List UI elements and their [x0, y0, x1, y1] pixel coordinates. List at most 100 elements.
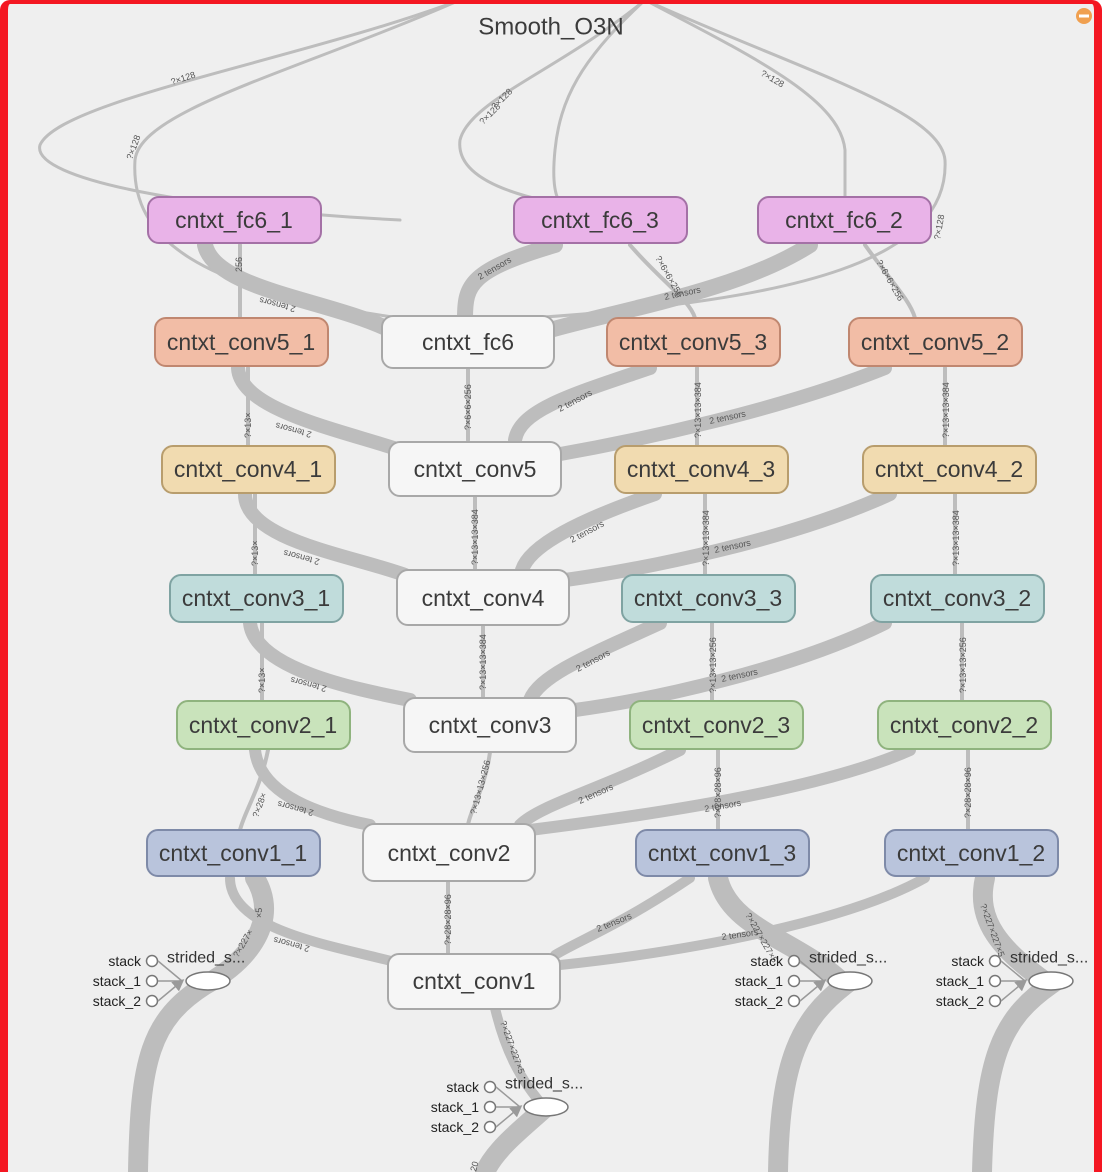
- port-dot[interactable]: [787, 974, 801, 988]
- port-label-stack_1: stack_1: [93, 973, 141, 989]
- node-cntxt_conv1_2[interactable]: cntxt_conv1_2: [884, 829, 1059, 877]
- node-cntxt_conv4_1[interactable]: cntxt_conv4_1: [161, 445, 336, 494]
- edge-strided-1: [128, 868, 275, 1172]
- node-label: cntxt_fc6_2: [785, 207, 903, 233]
- node-cntxt_conv1_1[interactable]: cntxt_conv1_1: [146, 829, 321, 877]
- edge-label: ?×13×13×384: [951, 510, 961, 566]
- node-cntxt_conv2[interactable]: cntxt_conv2: [362, 823, 536, 882]
- node-cntxt_conv3_2[interactable]: cntxt_conv3_2: [870, 574, 1045, 623]
- node-label: cntxt_conv5_1: [167, 329, 315, 355]
- node-cntxt_conv5_2[interactable]: cntxt_conv5_2: [848, 317, 1023, 367]
- port-dot[interactable]: [787, 954, 801, 968]
- node-cntxt_conv1_3[interactable]: cntxt_conv1_3: [635, 829, 810, 877]
- node-label: cntxt_conv3: [429, 712, 552, 738]
- port-label-stack_1: stack_1: [431, 1099, 479, 1115]
- node-cntxt_conv2_1[interactable]: cntxt_conv2_1: [176, 700, 351, 750]
- edge-label: ?×13×: [243, 412, 253, 438]
- node-label: cntxt_conv3_2: [883, 585, 1031, 611]
- node-cntxt_conv4[interactable]: cntxt_conv4: [396, 569, 570, 626]
- nodes: cntxt_fc6_1 cntxt_fc6_3 cntxt_fc6_2 cntx…: [146, 196, 1059, 1010]
- edge-label: 20: [468, 1160, 480, 1172]
- node-cntxt_conv2_3[interactable]: cntxt_conv2_3: [629, 700, 804, 750]
- strided-group-3[interactable]: stack stack_1 stack_2 strided_s...: [936, 950, 1089, 1010]
- edge-top-5: [649, 4, 847, 202]
- node-label: cntxt_conv1_2: [897, 840, 1045, 866]
- node-label: cntxt_conv1_3: [648, 840, 796, 866]
- port-label-stack_2: stack_2: [431, 1119, 479, 1135]
- port-dot[interactable]: [145, 954, 159, 968]
- minus-circle-icon[interactable]: [1076, 8, 1092, 24]
- port-dot[interactable]: [988, 994, 1002, 1008]
- node-label: cntxt_conv2_3: [642, 712, 790, 738]
- node-cntxt_fc6_2[interactable]: cntxt_fc6_2: [757, 196, 932, 244]
- edge-label: ?×13×: [257, 667, 267, 693]
- edge-conv4_1-conv4: [238, 487, 412, 582]
- edge-conv2_3-conv2: [514, 744, 686, 831]
- edge-label: 256: [234, 257, 244, 272]
- node-label: cntxt_conv2_2: [890, 712, 1038, 738]
- graph-svg: ?×128 ?×128 ?×128 ?×128 ?×128 ?×128 2 te…: [38, 4, 1092, 1172]
- edge-label: ?×6×6×256: [463, 384, 473, 430]
- node-label: cntxt_conv3_3: [634, 585, 782, 611]
- node-cntxt_conv2_2[interactable]: cntxt_conv2_2: [877, 700, 1052, 750]
- node-cntxt_conv1[interactable]: cntxt_conv1: [387, 953, 561, 1010]
- strided-slice-op[interactable]: [1028, 971, 1074, 991]
- node-label: cntxt_conv1: [413, 968, 536, 994]
- port-dot[interactable]: [483, 1100, 497, 1114]
- strided-group-4[interactable]: stack stack_1 stack_2 strided_s...: [431, 1076, 584, 1136]
- strided-slice-op[interactable]: [185, 971, 231, 991]
- node-label: cntxt_conv4_2: [875, 456, 1023, 482]
- node-cntxt_conv5_3[interactable]: cntxt_conv5_3: [606, 317, 781, 367]
- port-label-stack_2: stack_2: [936, 993, 984, 1009]
- port-dot[interactable]: [787, 994, 801, 1008]
- node-cntxt_fc6_3[interactable]: cntxt_fc6_3: [513, 196, 688, 244]
- node-label: cntxt_conv2_1: [189, 712, 337, 738]
- node-cntxt_fc6[interactable]: cntxt_fc6: [381, 315, 555, 369]
- strided-group-1[interactable]: stack stack_1 stack_2 strided_s...: [93, 950, 246, 1010]
- edge-label: ?×128: [932, 214, 946, 241]
- node-label: cntxt_conv1_1: [159, 840, 307, 866]
- node-label: cntxt_conv4_1: [174, 456, 322, 482]
- node-cntxt_conv3_3[interactable]: cntxt_conv3_3: [621, 574, 796, 623]
- edge-conv3_1-conv3: [243, 616, 417, 707]
- node-label: cntxt_conv4: [422, 585, 545, 611]
- port-label-stack_1: stack_1: [936, 973, 984, 989]
- edge-strided-4-down: [475, 1098, 555, 1172]
- edge-conv5_2-conv5: [548, 361, 892, 462]
- edge-label: ?×13×13×384: [693, 382, 703, 438]
- edge-top-6: [528, 4, 947, 320]
- edge-top-1: [38, 4, 454, 222]
- node-label: cntxt_conv5_3: [619, 329, 767, 355]
- edge-label: ?×28×28×96: [443, 894, 453, 945]
- node-cntxt_conv4_2[interactable]: cntxt_conv4_2: [862, 445, 1037, 494]
- edge-conv1_3-conv1: [550, 873, 695, 960]
- edge-label: ?×13×: [250, 540, 260, 566]
- strided-slice-op[interactable]: [827, 971, 873, 991]
- strided-slice-op[interactable]: [523, 1097, 569, 1117]
- node-label: cntxt_fc6_1: [175, 207, 293, 233]
- edge-label: ?×13×13×256: [468, 759, 492, 815]
- node-cntxt_conv5_1[interactable]: cntxt_conv5_1: [154, 317, 329, 367]
- port-dot[interactable]: [145, 974, 159, 988]
- node-cntxt_conv5[interactable]: cntxt_conv5: [388, 441, 562, 497]
- node-cntxt_conv3_1[interactable]: cntxt_conv3_1: [169, 574, 344, 623]
- node-cntxt_fc6_1[interactable]: cntxt_fc6_1: [147, 196, 322, 244]
- port-dot[interactable]: [483, 1080, 497, 1094]
- port-dot[interactable]: [145, 994, 159, 1008]
- port-label-stack: stack: [750, 953, 784, 969]
- strided-group-2[interactable]: stack stack_1 stack_2 strided_s...: [735, 950, 888, 1010]
- edge-fc6_2-conv5_2: [863, 243, 917, 320]
- node-cntxt_conv3[interactable]: cntxt_conv3: [403, 697, 577, 753]
- port-dot[interactable]: [988, 974, 1002, 988]
- edge-conv1_1-conv1: [225, 873, 400, 967]
- edge-conv5_1-conv5: [231, 361, 407, 457]
- node-label: cntxt_conv5: [414, 456, 537, 482]
- edge-label: ?×6×6×256: [874, 258, 906, 303]
- port-dot[interactable]: [988, 954, 1002, 968]
- node-cntxt_conv4_3[interactable]: cntxt_conv4_3: [614, 445, 789, 494]
- port-dot[interactable]: [483, 1120, 497, 1134]
- port-label-stack: stack: [108, 953, 142, 969]
- edge-label: ?×28×28×96: [963, 767, 973, 818]
- edge-label: ×5: [254, 908, 264, 918]
